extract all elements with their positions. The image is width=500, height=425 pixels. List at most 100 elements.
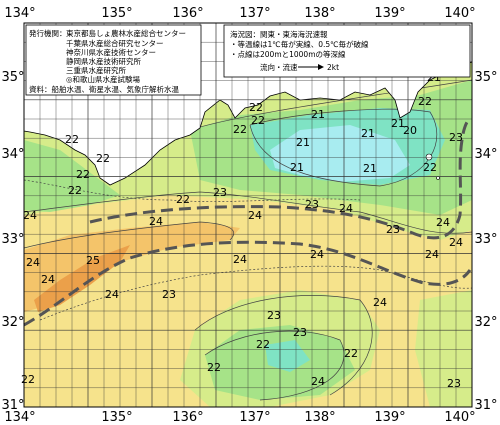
map-frame xyxy=(23,22,473,408)
data-source: 資料：船舶水温、衛星水温、気象庁解析水温 xyxy=(29,84,179,94)
lon-label-bottom: 139° xyxy=(374,410,405,425)
legend-line-1: ・等温線は1℃毎が実線、0.5℃毎が破線 xyxy=(230,39,369,49)
kuroshio-axis-north xyxy=(89,116,472,240)
isotherm-label: 24 xyxy=(248,209,262,222)
lon-label-top: 135° xyxy=(101,6,132,21)
island xyxy=(425,153,433,161)
lat-label-right: 33° xyxy=(474,232,497,247)
flow-legend-label: 流向・流速 xyxy=(260,62,298,72)
lon-label-top: 134° xyxy=(4,6,35,21)
isotherm-label: 23 xyxy=(449,131,463,144)
lon-label-top: 136° xyxy=(172,6,203,21)
lat-label-left: 34° xyxy=(1,147,24,162)
legend-line-2: ・点線は200mと1000mの等深線 xyxy=(230,49,346,59)
isotherm-label: 24 xyxy=(449,236,463,249)
lat-label-right: 35° xyxy=(474,70,497,85)
lat-label-left: 31° xyxy=(1,398,24,413)
isotherm-label: 22 xyxy=(418,95,432,108)
isotherm-label: 23 xyxy=(293,326,307,339)
isotherm-label: 22 xyxy=(207,361,221,374)
isotherm-line xyxy=(189,79,473,131)
isotherm-label: 24 xyxy=(23,209,37,222)
lon-label-bottom: 138° xyxy=(304,410,335,425)
isotherm-label: 22 xyxy=(21,373,35,386)
isotherm-label: 24 xyxy=(149,215,163,228)
flow-legend-value: 2kt xyxy=(327,63,339,72)
isotherm-label: 24 xyxy=(425,248,439,261)
isotherm-label: 23 xyxy=(447,377,461,390)
lat-label-left: 35° xyxy=(1,70,24,85)
isotherm-label: 21 xyxy=(361,127,375,140)
isotherm-label: 22 xyxy=(249,101,263,114)
isotherm-line xyxy=(249,108,438,187)
lat-label-right: 34° xyxy=(474,147,497,162)
isotherm-label: 22 xyxy=(76,168,90,181)
lon-label-bottom: 135° xyxy=(101,410,132,425)
lat-label-left: 33° xyxy=(1,232,24,247)
zone-21-south xyxy=(265,340,310,372)
isotherm-label: 22 xyxy=(96,152,110,165)
isotherm-label: 24 xyxy=(339,202,353,215)
publisher-org: 静岡県水産技術研究所 xyxy=(66,56,141,66)
publisher-heading: 発行機関： xyxy=(29,28,67,38)
publisher-box: 発行機関： 東京都島しょ農林水産総合センター 千葉県水産総合研究センター 神奈川… xyxy=(25,24,202,96)
publisher-org: 神奈川県水産技術センター xyxy=(66,47,156,57)
flow-arrow-icon xyxy=(318,64,324,70)
publisher-org: 三重県水産研究所 xyxy=(66,65,126,75)
isotherm-label: 20 xyxy=(403,124,417,137)
publisher-org: ◎和歌山県水産試験場 xyxy=(66,74,141,84)
isotherm-label: 21 xyxy=(296,136,310,149)
isotherm-label: 24 xyxy=(373,296,387,309)
isotherm-label: 21 xyxy=(290,161,304,174)
isotherm-label: 24 xyxy=(310,248,324,261)
kuroshio-axis-south xyxy=(23,240,472,327)
isotherm-label: 23 xyxy=(267,309,281,322)
publisher-org: 東京都島しょ農林水産総合センター xyxy=(66,28,186,38)
isotherm-label: 22 xyxy=(423,161,437,174)
lat-label-right: 32° xyxy=(474,315,497,330)
isotherm-label: 25 xyxy=(86,254,100,267)
isotherm-label: 21 xyxy=(311,108,325,121)
kuroshio-axis xyxy=(23,116,472,327)
zone-23-east xyxy=(415,290,472,407)
lon-label-bottom: 140° xyxy=(444,410,475,425)
legend-box: 海況図：関東・東海海況速報 ・等温線は1℃毎が実線、0.5℃毎が破線 ・点線は2… xyxy=(223,24,471,78)
lon-label-top: 140° xyxy=(444,6,475,21)
zone-warm-core xyxy=(34,245,130,312)
isotherm-label: 23 xyxy=(162,288,176,301)
lat-label-right: 31° xyxy=(474,398,497,413)
isotherm-line xyxy=(39,265,473,321)
isotherm-label: 21 xyxy=(363,162,377,175)
lon-label-bottom: 134° xyxy=(4,410,35,425)
axis-labels: 134° 135° 136° 137° 138° 139° 140° 134° 135° 136°… xyxy=(1,6,497,425)
isotherm-label: 23 xyxy=(213,186,227,199)
isotherm-label: 24 xyxy=(311,375,325,388)
isotherm-label: 22 xyxy=(344,347,358,360)
isotherm-label: 22 xyxy=(251,114,265,127)
isotherm-label: 24 xyxy=(26,256,40,269)
isotherm-line xyxy=(23,179,361,202)
lon-label-top: 138° xyxy=(304,6,335,21)
lon-label-top: 139° xyxy=(374,6,405,21)
isotherm-label: 24 xyxy=(41,273,55,286)
isotherm-label: 22 xyxy=(233,123,247,136)
isotherm-label: 22 xyxy=(256,338,270,351)
isotherm-label: 22 xyxy=(68,184,82,197)
publisher-box-bg xyxy=(25,24,202,96)
lat-label-left: 32° xyxy=(1,315,24,330)
isotherm-line xyxy=(204,330,345,401)
isotherm-label: 24 xyxy=(105,288,119,301)
isotherm-line xyxy=(23,191,473,234)
lon-label-top: 137° xyxy=(239,6,270,21)
isotherm-label: 23 xyxy=(386,223,400,236)
isotherm-label: 24 xyxy=(436,216,450,229)
isotherm-label: 23 xyxy=(305,198,319,211)
zone-cold-core xyxy=(270,125,410,182)
lon-label-bottom: 136° xyxy=(172,410,203,425)
legend-box-bg xyxy=(223,24,471,78)
isotherm-label: 24 xyxy=(233,253,247,266)
isotherm-label: 22 xyxy=(176,193,190,206)
isotherm-label: 22 xyxy=(65,133,79,146)
